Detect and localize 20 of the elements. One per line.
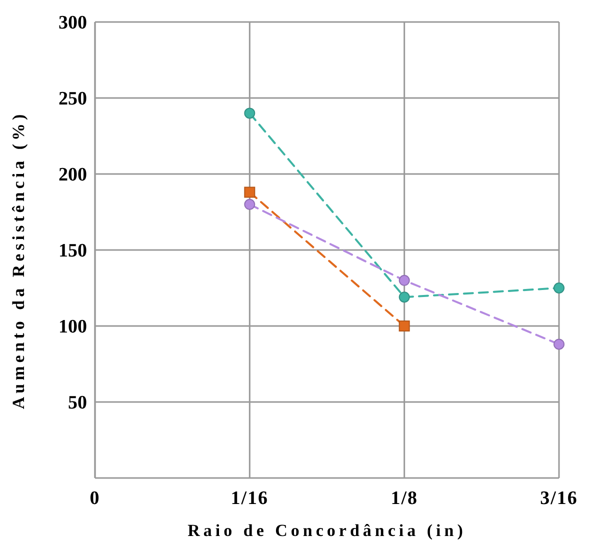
y-tick-label: 300 [58,12,87,34]
point [554,338,564,350]
point [398,292,410,303]
y-tick-label: 200 [58,164,87,186]
x-tick-label: 0 [90,488,100,509]
point [244,198,256,210]
y-tick-label: 250 [58,88,87,110]
x-tick-label: 1/16 [230,488,269,509]
point [554,282,564,294]
point [398,274,410,286]
point [244,108,256,119]
y-tick-label: 50 [68,392,87,414]
x-tick-label: 1/8 [390,488,418,509]
x-tick-label: 3/16 [540,488,578,509]
point [244,186,256,198]
y-tick-label: 150 [58,240,87,262]
x-axis-title: Raio de Concordância (in) [188,521,466,540]
point [398,320,410,332]
y-tick-label: 100 [58,316,87,338]
y-axis-title: Aumento da Resistência (%) [9,110,28,410]
